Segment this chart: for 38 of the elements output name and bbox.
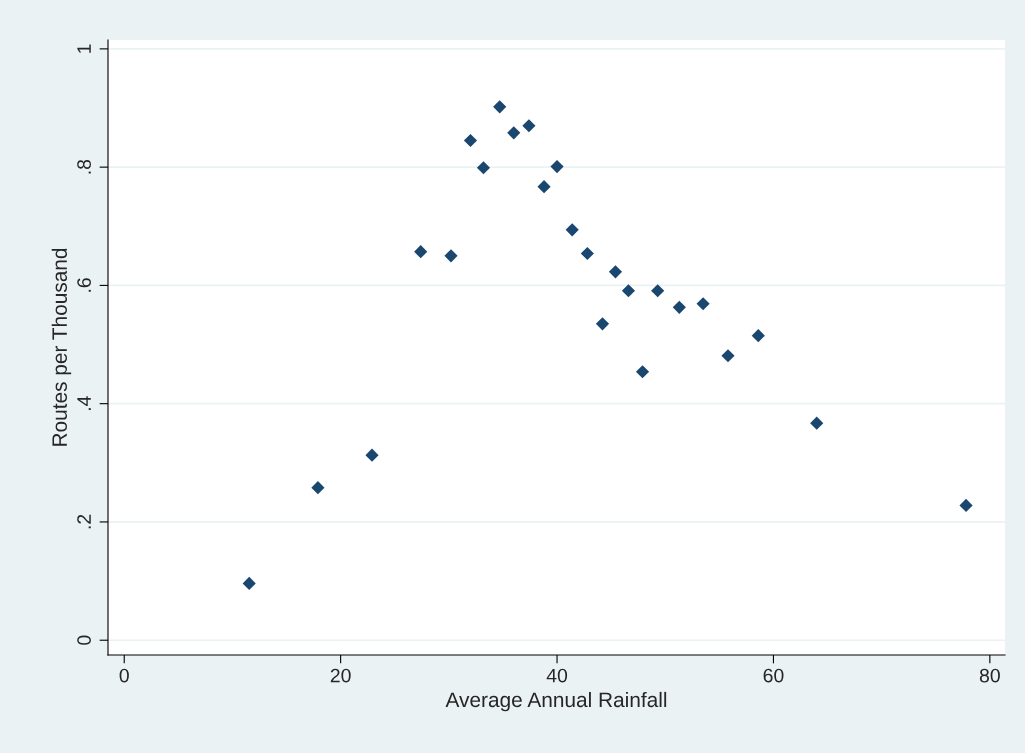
point bbox=[721, 349, 735, 363]
point bbox=[672, 300, 686, 314]
x-tick-label: 20 bbox=[330, 668, 351, 683]
point bbox=[751, 329, 765, 343]
point bbox=[608, 265, 623, 279]
point bbox=[493, 100, 507, 114]
y-tick-label: .6 bbox=[77, 278, 91, 292]
point bbox=[550, 159, 564, 174]
point bbox=[696, 297, 710, 311]
y-tick-label: 1 bbox=[77, 44, 91, 53]
point bbox=[507, 126, 521, 140]
point bbox=[522, 119, 536, 133]
point bbox=[537, 180, 551, 194]
y-axis-title: Routes per Thousand bbox=[51, 248, 72, 446]
point bbox=[635, 365, 650, 379]
point bbox=[311, 481, 325, 495]
point bbox=[476, 161, 491, 175]
point bbox=[463, 133, 478, 148]
y-tick-label: 0 bbox=[77, 635, 91, 645]
y-tick-label: .2 bbox=[77, 514, 91, 529]
x-tick-label: 0 bbox=[119, 668, 129, 683]
y-tick-label: .4 bbox=[77, 396, 91, 411]
point bbox=[444, 249, 458, 263]
x-axis-title: Average Annual Rainfall bbox=[445, 691, 667, 712]
point bbox=[959, 498, 973, 512]
point bbox=[810, 416, 824, 430]
x-tick-label: 60 bbox=[763, 668, 784, 683]
point bbox=[595, 317, 610, 331]
y-tick-label: .8 bbox=[77, 159, 91, 174]
point bbox=[365, 448, 379, 462]
x-tick-label: 80 bbox=[979, 668, 1000, 683]
point bbox=[414, 245, 428, 259]
point bbox=[565, 223, 579, 237]
point bbox=[651, 284, 665, 298]
x-tick-label: 40 bbox=[546, 668, 568, 683]
point bbox=[621, 284, 636, 298]
point bbox=[242, 576, 256, 591]
point bbox=[580, 246, 594, 261]
